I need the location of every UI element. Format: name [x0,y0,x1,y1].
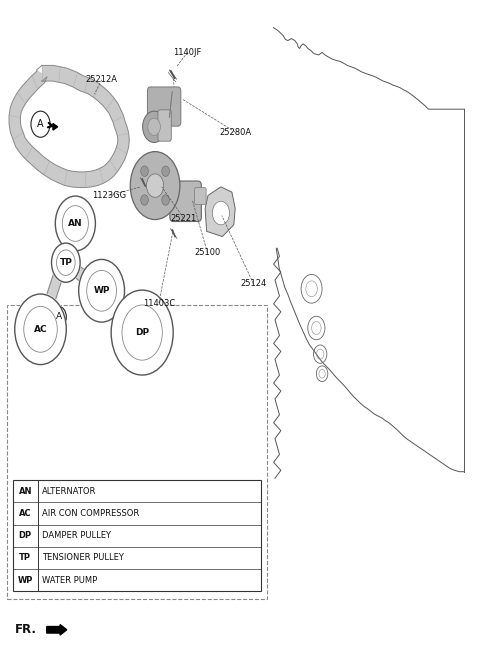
Circle shape [15,294,66,365]
Circle shape [79,259,124,322]
Polygon shape [61,222,80,265]
Polygon shape [40,323,142,339]
Text: VIEW: VIEW [21,310,49,320]
Circle shape [111,290,173,375]
Circle shape [212,201,229,225]
FancyBboxPatch shape [195,188,206,205]
Circle shape [51,243,80,282]
Text: 25124: 25124 [240,279,266,288]
Text: DP: DP [19,531,32,541]
Circle shape [50,242,81,283]
Text: 25100: 25100 [194,249,221,257]
Text: 25221: 25221 [170,214,197,223]
Circle shape [55,196,96,251]
Circle shape [162,195,169,205]
Text: ALTERNATOR: ALTERNATOR [42,487,97,496]
Text: FR.: FR. [15,623,37,636]
Circle shape [143,111,166,142]
Circle shape [130,152,180,220]
Text: 11403C: 11403C [143,298,175,308]
Text: DAMPER PULLEY: DAMPER PULLEY [42,531,111,541]
Text: A: A [56,312,62,321]
Circle shape [54,195,96,252]
Text: 1123GG: 1123GG [92,191,126,200]
FancyBboxPatch shape [147,87,181,126]
Text: TENSIONER PULLEY: TENSIONER PULLEY [42,554,124,562]
Polygon shape [36,221,80,332]
Circle shape [78,258,125,323]
Polygon shape [99,285,145,338]
Circle shape [110,289,174,377]
Text: AIR CON COMPRESSOR: AIR CON COMPRESSOR [42,509,140,518]
Circle shape [146,174,164,197]
Text: WP: WP [18,576,33,584]
Circle shape [141,166,148,176]
Text: AN: AN [19,487,32,496]
Bar [7,305,267,599]
Polygon shape [205,187,235,237]
Circle shape [141,195,148,205]
Text: DP: DP [135,328,149,337]
Text: TP: TP [19,554,31,562]
Bar [13,480,261,591]
Circle shape [148,118,160,135]
Text: WATER PUMP: WATER PUMP [42,576,98,584]
Text: 1140JF: 1140JF [173,48,202,57]
Polygon shape [9,66,129,188]
Text: TP: TP [60,258,72,267]
FancyBboxPatch shape [170,181,201,222]
Text: WP: WP [93,286,110,295]
Text: 25280A: 25280A [219,127,252,136]
Text: 25212A: 25212A [85,75,118,84]
Text: A: A [37,119,44,129]
FancyBboxPatch shape [158,110,171,141]
Circle shape [14,293,67,366]
Circle shape [162,166,169,176]
Polygon shape [63,257,104,297]
Polygon shape [53,123,58,130]
Text: AC: AC [19,509,32,518]
Text: AN: AN [68,219,83,228]
FancyArrow shape [47,625,67,635]
Text: AC: AC [34,325,48,334]
